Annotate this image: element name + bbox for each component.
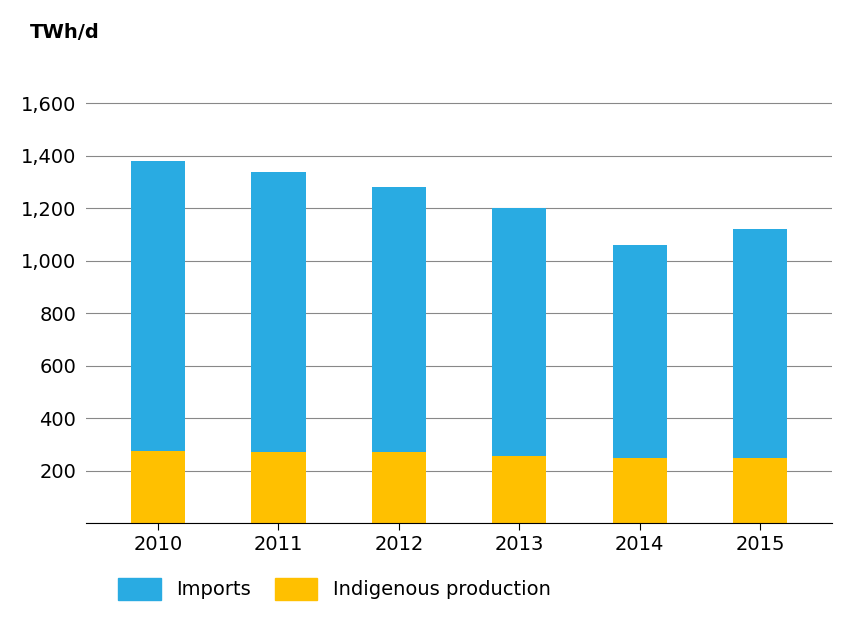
Bar bbox=[372, 452, 426, 523]
Bar bbox=[492, 456, 547, 523]
Bar bbox=[613, 245, 667, 457]
Bar bbox=[733, 458, 787, 523]
Bar bbox=[372, 188, 426, 452]
Bar bbox=[131, 451, 185, 523]
Bar bbox=[251, 452, 305, 523]
Bar bbox=[733, 230, 787, 458]
Bar bbox=[131, 161, 185, 451]
Legend: Imports, Indigenous production: Imports, Indigenous production bbox=[111, 570, 559, 608]
Bar bbox=[492, 209, 547, 456]
Text: TWh/d: TWh/d bbox=[30, 22, 100, 41]
Bar bbox=[251, 172, 305, 452]
Bar bbox=[613, 457, 667, 523]
